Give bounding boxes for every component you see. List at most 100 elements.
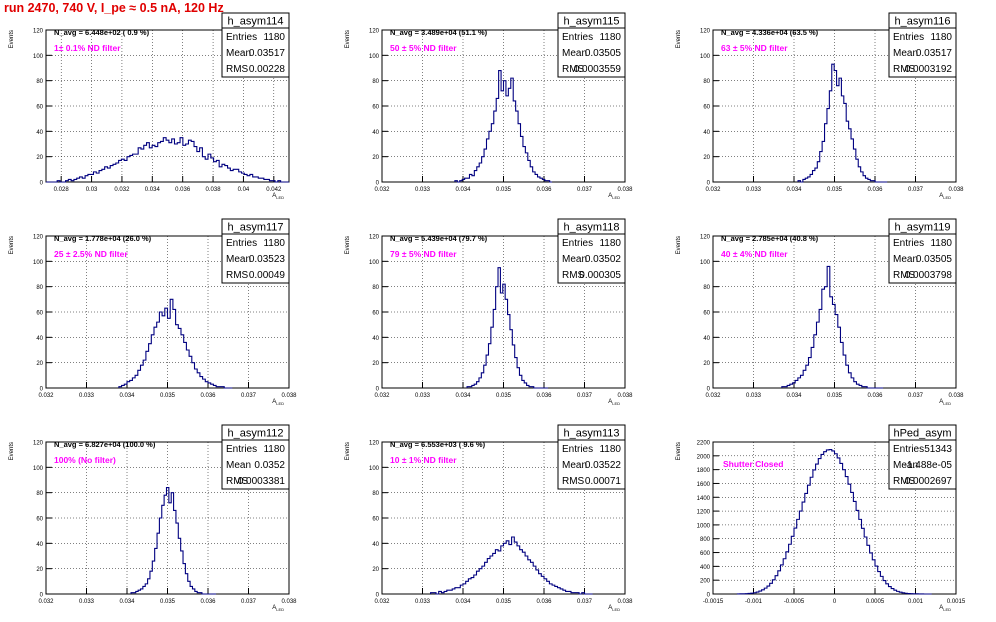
x-tick-label: 0.037 <box>908 393 924 399</box>
y-tick-label: 120 <box>369 441 380 447</box>
y-axis-label: Events <box>345 236 351 254</box>
stats-label: RMS <box>562 270 585 281</box>
x-tick-label: 0.037 <box>577 393 593 399</box>
y-tick-label: 80 <box>372 285 379 291</box>
navg-label: N_avg = 2.785e+04 (40.8 %) <box>721 234 819 243</box>
stats-label: Mean <box>893 460 918 471</box>
y-tick-label: 20 <box>372 567 379 573</box>
stats-value: 0.000305 <box>579 270 621 281</box>
y-tick-label: 40 <box>36 336 43 342</box>
y-tick-label: 80 <box>36 491 43 497</box>
y-tick-label: 1400 <box>697 496 711 502</box>
navg-label: N_avg = 1.778e+04 (26.0 %) <box>54 234 152 243</box>
x-tick-label: 0.038 <box>948 393 964 399</box>
stats-box <box>221 218 290 284</box>
y-tick-label: 60 <box>703 311 710 317</box>
stats-title: h_asym115 <box>563 16 619 28</box>
stats-label: RMS <box>893 270 916 281</box>
x-axis-label: ALED <box>939 605 951 612</box>
x-tick-label: -0.001 <box>745 599 763 605</box>
x-tick-label: 0.035 <box>827 393 843 399</box>
histogram-pad-h_asym113: 0 20 40 60 80 100 120 0.032 0.033 0.034 0.035 0.036… <box>345 424 633 612</box>
stats-title: h_asym119 <box>894 222 950 234</box>
stats-value: 0.00071 <box>585 476 622 487</box>
x-tick-label: 0.038 <box>948 187 964 193</box>
histogram-pad-hPed_asym: 0 200 400 600 800 1000 1200 1400 1600 1800 2000 220… <box>676 424 966 612</box>
filter-label: 50 ± 5% ND filter <box>390 43 457 53</box>
x-tick-label: 0.034 <box>455 599 471 605</box>
y-tick-label: 1800 <box>697 468 711 474</box>
x-tick-label: 0.036 <box>867 187 883 193</box>
stats-label: Mean <box>226 48 251 59</box>
histogram-pad-h_asym115: 0 20 40 60 80 100 120 0.032 0.033 0.034 0.035 0.036… <box>345 12 633 200</box>
stats-value: 1180 <box>263 444 285 455</box>
y-tick-label: 200 <box>700 579 711 585</box>
stats-label: Mean <box>226 460 251 471</box>
x-tick-label: 0.0015 <box>947 599 966 605</box>
y-tick-label: 400 <box>700 565 711 571</box>
histogram-line <box>736 449 932 595</box>
x-tick-label: 0.037 <box>577 599 593 605</box>
stats-label: Entries <box>562 32 593 43</box>
x-tick-label: 0.033 <box>79 393 95 399</box>
stats-value: 51343 <box>924 444 952 455</box>
stats-title: h_asym114 <box>227 16 283 28</box>
stats-value: 1180 <box>930 32 952 43</box>
y-tick-label: 40 <box>703 336 710 342</box>
x-axis-label-subscript: LED <box>276 195 284 200</box>
y-tick-label: 60 <box>36 105 43 111</box>
y-tick-label: 80 <box>36 285 43 291</box>
x-axis-label: ALED <box>608 399 620 406</box>
y-tick-label: 60 <box>36 311 43 317</box>
y-tick-label: 20 <box>372 155 379 161</box>
x-tick-label: 0.037 <box>908 187 924 193</box>
navg-label: N_avg = 3.489e+04 (51.1 %) <box>390 28 488 37</box>
y-tick-label: 20 <box>36 155 43 161</box>
y-tick-label: 100 <box>369 466 380 472</box>
x-tick-label: 0.034 <box>786 393 802 399</box>
y-tick-label: 0 <box>376 181 380 187</box>
canvas-title: run 2470, 740 V, I_pe ≈ 0.5 nA, 120 Hz <box>4 1 224 15</box>
y-axis-label: Events <box>345 30 351 48</box>
x-axis-label-subscript: LED <box>612 401 620 406</box>
x-axis-label: ALED <box>272 399 284 406</box>
y-tick-label: 40 <box>372 336 379 342</box>
y-tick-label: 40 <box>36 130 43 136</box>
stats-value: 0.03517 <box>249 48 286 59</box>
stats-box <box>557 424 626 490</box>
y-tick-label: 0 <box>707 593 711 599</box>
y-tick-label: 40 <box>372 130 379 136</box>
stats-value: 1180 <box>930 238 952 249</box>
x-tick-label: 0.036 <box>536 393 552 399</box>
y-tick-label: 100 <box>700 54 711 60</box>
stats-value: 0.0003798 <box>905 270 953 281</box>
x-tick-label: 0.037 <box>577 187 593 193</box>
stats-box <box>888 218 957 284</box>
x-tick-label: 0.038 <box>617 393 633 399</box>
y-tick-label: 100 <box>700 260 711 266</box>
histogram-pad-h_asym118: 0 20 40 60 80 100 120 0.032 0.033 0.034 0.035 0.036… <box>345 218 633 406</box>
y-tick-label: 20 <box>36 361 43 367</box>
x-tick-label: 0.032 <box>374 393 390 399</box>
y-axis-label: Events <box>9 30 15 48</box>
stats-value: 1180 <box>263 238 285 249</box>
x-tick-label: 0.036 <box>867 393 883 399</box>
x-tick-label: -0.0015 <box>703 599 724 605</box>
stats-label: RMS <box>226 270 249 281</box>
x-tick-label: -0.0005 <box>784 599 805 605</box>
histogram-pad-h_asym116: 0 20 40 60 80 100 120 0.032 0.033 0.034 0.035 0.036… <box>676 12 964 200</box>
x-tick-label: 0.036 <box>536 187 552 193</box>
x-tick-label: 0.033 <box>746 187 762 193</box>
stats-label: RMS <box>893 64 916 75</box>
stats-label: Mean <box>562 460 587 471</box>
y-tick-label: 60 <box>36 517 43 523</box>
stats-label: Entries <box>893 32 924 43</box>
y-tick-label: 60 <box>372 311 379 317</box>
stats-label: Entries <box>562 238 593 249</box>
x-tick-label: 0.042 <box>266 187 282 193</box>
x-tick-label: 0.033 <box>415 187 431 193</box>
x-axis-label: ALED <box>608 193 620 200</box>
y-tick-label: 0 <box>707 387 711 393</box>
stats-label: Entries <box>226 238 257 249</box>
filter-label: 63 ± 5% ND filter <box>721 43 788 53</box>
